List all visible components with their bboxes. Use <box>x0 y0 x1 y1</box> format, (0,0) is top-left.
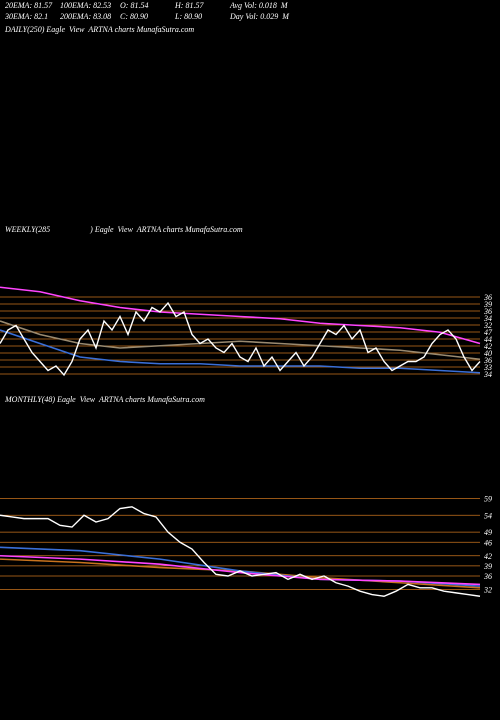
header-stat: 200EMA: 83.08 <box>60 12 111 21</box>
level-label: 44 <box>484 335 492 344</box>
panel-title: MONTHLY(48) Eagle View ARTNA charts Muna… <box>4 395 205 404</box>
header-stat: 100EMA: 82.53 <box>60 1 111 10</box>
header-stat: H: 81.57 <box>174 1 204 10</box>
level-label: 40 <box>484 349 492 358</box>
level-label: 36 <box>483 307 492 316</box>
y-tick-label: 42 <box>484 552 492 561</box>
series-line <box>0 546 481 587</box>
y-tick-label: 46 <box>484 538 492 547</box>
series-line <box>0 554 481 586</box>
level-label: 39 <box>483 300 492 309</box>
level-label: 36 <box>483 293 492 302</box>
series-line <box>0 558 481 589</box>
series-line <box>0 320 481 361</box>
level-label: 34 <box>483 370 492 379</box>
level-label: 47 <box>484 328 493 337</box>
level-label: 36 <box>483 356 492 365</box>
y-tick-label: 59 <box>484 494 492 503</box>
y-tick-label: 39 <box>483 562 492 571</box>
y-tick-label: 36 <box>483 572 492 581</box>
series-line <box>0 301 481 377</box>
header-stat: 30EMA: 82.1 <box>4 12 48 21</box>
series-line <box>0 506 481 597</box>
header-stat: C: 80.90 <box>120 12 148 21</box>
header-stat: Day Vol: 0.029 M <box>229 12 290 21</box>
level-label: 42 <box>484 342 492 351</box>
series-line <box>0 329 481 374</box>
y-tick-label: 49 <box>484 528 492 537</box>
panel-title: WEEKLY(285 ) Eagle View ARTNA charts Mun… <box>5 225 243 234</box>
series-line <box>0 286 481 345</box>
header-stat: Avg Vol: 0.018 M <box>229 1 289 10</box>
level-label: 34 <box>483 314 492 323</box>
level-label: 33 <box>483 363 492 372</box>
y-tick-label: 54 <box>484 511 492 520</box>
header-stat: O: 81.54 <box>120 1 148 10</box>
level-label: 32 <box>483 321 492 330</box>
y-tick-label: 32 <box>483 586 492 595</box>
header-stat: 20EMA: 81.57 <box>5 1 53 10</box>
daily-title: DAILY(250) Eagle View ARTNA charts Munaf… <box>4 25 194 34</box>
header-stat: L: 80.90 <box>174 12 202 21</box>
